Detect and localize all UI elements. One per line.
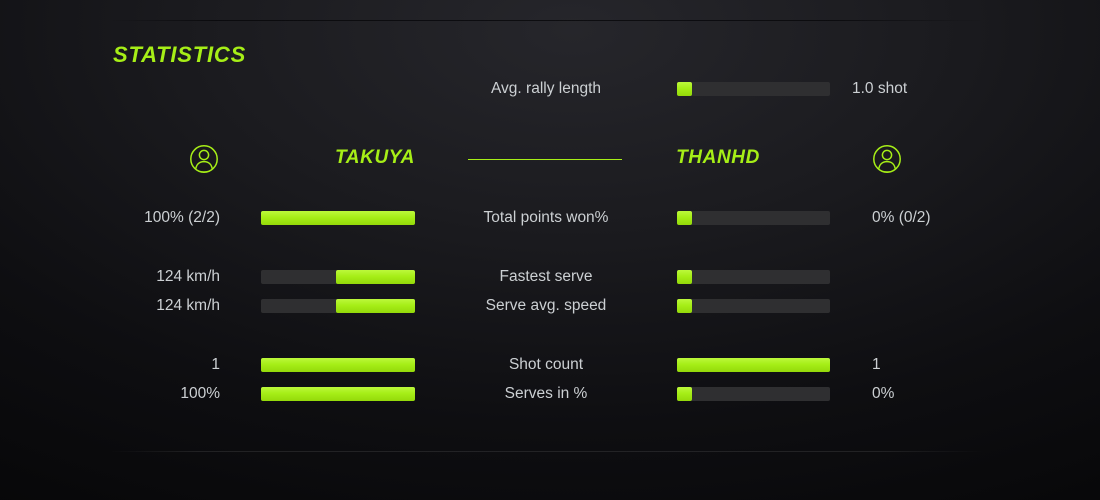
stat-label: Fastest serve [499,268,593,285]
stat-row-serve-avg-speed: 124 km/h Serve avg. speed [0,292,1100,320]
stat-label: Shot count [508,356,584,373]
left-value: 100% [180,385,220,402]
right-bar [677,292,830,320]
right-bar [677,263,830,291]
player-right-name: THANHD [676,147,760,168]
avg-rally-label: Avg. rally length [491,80,601,97]
left-bar [261,204,415,232]
player-right-avatar-icon [872,144,902,174]
avg-rally-value: 1.0 shot [852,80,908,97]
bottom-divider [110,451,985,452]
right-value: 0% (0/2) [872,209,931,226]
left-value: 124 km/h [156,268,220,285]
stat-row-shot-count: 1 Shot count 1 [0,351,1100,379]
left-bar [261,263,415,291]
page-title: STATISTICS [113,42,247,67]
top-divider [110,20,985,21]
stat-row-serves-in-pct: 100% Serves in % 0% [0,380,1100,408]
stat-label: Serves in % [504,385,588,402]
right-bar [677,380,830,408]
left-value: 124 km/h [156,297,220,314]
avg-rally-bar-fill [677,82,693,96]
stat-label: Serve avg. speed [485,297,607,314]
right-bar [677,351,830,379]
right-value [872,263,1092,291]
left-value: 1 [211,356,220,373]
right-value: 1 [872,356,881,373]
stat-row-total-points: 100% (2/2) Total points won% 0% (0/2) [0,204,1100,232]
right-value [872,292,1092,320]
stat-row-fastest-serve: 124 km/h Fastest serve [0,263,1100,291]
players-divider [468,159,622,160]
player-left-name: TAKUYA [335,147,415,168]
stat-label: Total points won% [483,209,609,226]
right-bar [677,204,830,232]
left-value: 100% (2/2) [144,209,220,226]
avg-rally-bar [677,75,830,103]
player-left-avatar-icon [189,144,219,174]
left-bar [261,380,415,408]
right-value: 0% [872,385,895,402]
left-bar [261,351,415,379]
avg-rally-row: Avg. rally length 1.0 shot [0,75,1100,103]
left-bar [261,292,415,320]
